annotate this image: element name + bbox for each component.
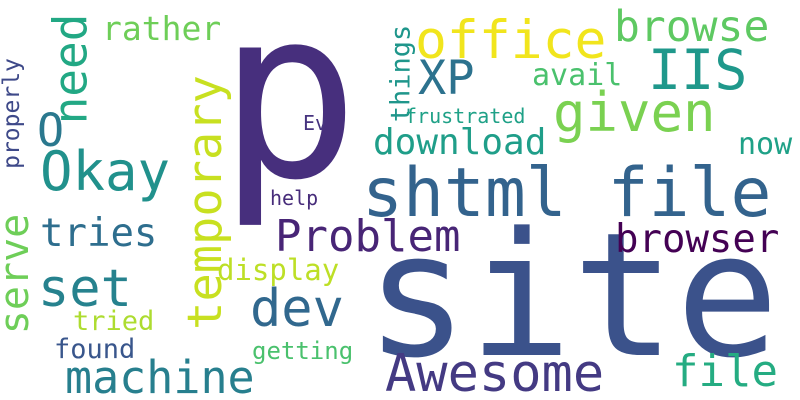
word-site: site	[365, 195, 780, 396]
word-given: given	[553, 81, 716, 144]
word-p: p	[218, 0, 360, 232]
word-dev: dev	[250, 279, 344, 339]
word-getting: getting	[252, 337, 354, 365]
word-rather: rather	[102, 9, 222, 48]
word-frustrated: frustrated	[405, 104, 526, 128]
word-office: office	[415, 10, 607, 71]
word-awesome: Awesome	[385, 344, 605, 400]
word-tried: tried	[73, 306, 155, 337]
word-iis: IIS	[648, 38, 748, 102]
word-okay: Okay	[40, 140, 171, 203]
word-properly: properly	[0, 58, 25, 169]
word-help: help	[270, 186, 319, 210]
word-shtml-file: shtml file	[362, 154, 772, 233]
word-file: file	[672, 346, 778, 397]
word-avail: avail	[532, 58, 623, 93]
word-display: display	[217, 253, 340, 287]
word-browser: browser	[615, 217, 780, 262]
word-set: set	[38, 259, 132, 319]
word-now: now	[738, 127, 793, 162]
word-tries: tries	[40, 211, 158, 256]
word-problem: Problem	[275, 211, 461, 262]
word-xp: XP	[418, 51, 475, 106]
word-download: download	[373, 122, 547, 163]
word-browse: browse	[614, 2, 770, 52]
word-ev: Ev	[303, 111, 328, 135]
word-o: O	[37, 104, 65, 157]
word-machine: machine	[65, 351, 255, 400]
word-temporary: temporary	[177, 75, 233, 330]
word-found: found	[54, 334, 136, 365]
word-serve: serve	[0, 213, 39, 335]
